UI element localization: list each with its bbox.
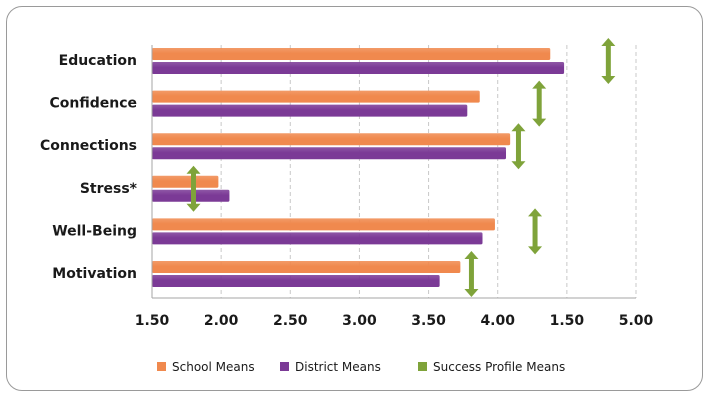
legend-item: Success Profile Means	[418, 360, 565, 374]
category-label: Well-Being	[52, 223, 137, 239]
legend-swatch	[418, 362, 427, 371]
category-label: Connections	[40, 138, 137, 154]
legend-label: School Means	[172, 360, 255, 374]
success-marker	[601, 38, 616, 84]
legend-label: District Means	[295, 360, 381, 374]
legend-swatch	[280, 362, 289, 371]
x-tick-label: 2.00	[204, 313, 239, 329]
grid-lines	[220, 45, 637, 298]
success-marker	[464, 251, 479, 297]
x-tick-label: 1.50	[135, 313, 170, 329]
x-tick-labels: 1.50 2.00 2.50 3.00 3.50 4.00 1.50 5.00	[135, 313, 654, 329]
bar	[152, 147, 507, 160]
axes	[151, 45, 636, 299]
x-tick-label: 3.50	[411, 313, 446, 329]
category-label: Confidence	[49, 96, 137, 112]
bar	[152, 261, 461, 273]
category-label: Motivation	[52, 266, 137, 282]
success-marker	[528, 208, 543, 255]
bar	[152, 90, 480, 103]
success-marker	[511, 123, 526, 170]
bar	[152, 104, 468, 117]
x-tick-label: 1.50	[550, 313, 585, 329]
bar	[152, 62, 565, 74]
bar	[152, 175, 219, 188]
category-label: Education	[59, 53, 137, 69]
bar	[152, 275, 440, 287]
success-marker	[532, 80, 547, 127]
bar	[152, 133, 511, 146]
bar	[152, 48, 551, 60]
category-label: Stress*	[80, 181, 138, 197]
bar	[152, 189, 230, 202]
x-tick-label: 2.50	[273, 313, 308, 329]
success-markers	[186, 38, 616, 297]
bars	[152, 48, 565, 287]
x-tick-label: 5.00	[619, 313, 654, 329]
category-labels: Education Confidence Connections Stress* Wel…	[40, 53, 138, 282]
legend-swatch	[157, 362, 166, 371]
success-marker	[186, 165, 201, 212]
legend: School Means District Means Success Profil…	[157, 360, 565, 374]
legend-item: District Means	[280, 360, 381, 374]
x-tick-label: 3.00	[342, 313, 377, 329]
legend-item: School Means	[157, 360, 255, 374]
bar	[152, 218, 495, 231]
legend-label: Success Profile Means	[433, 360, 565, 374]
x-tick-label: 4.00	[480, 313, 515, 329]
bar	[152, 232, 483, 245]
